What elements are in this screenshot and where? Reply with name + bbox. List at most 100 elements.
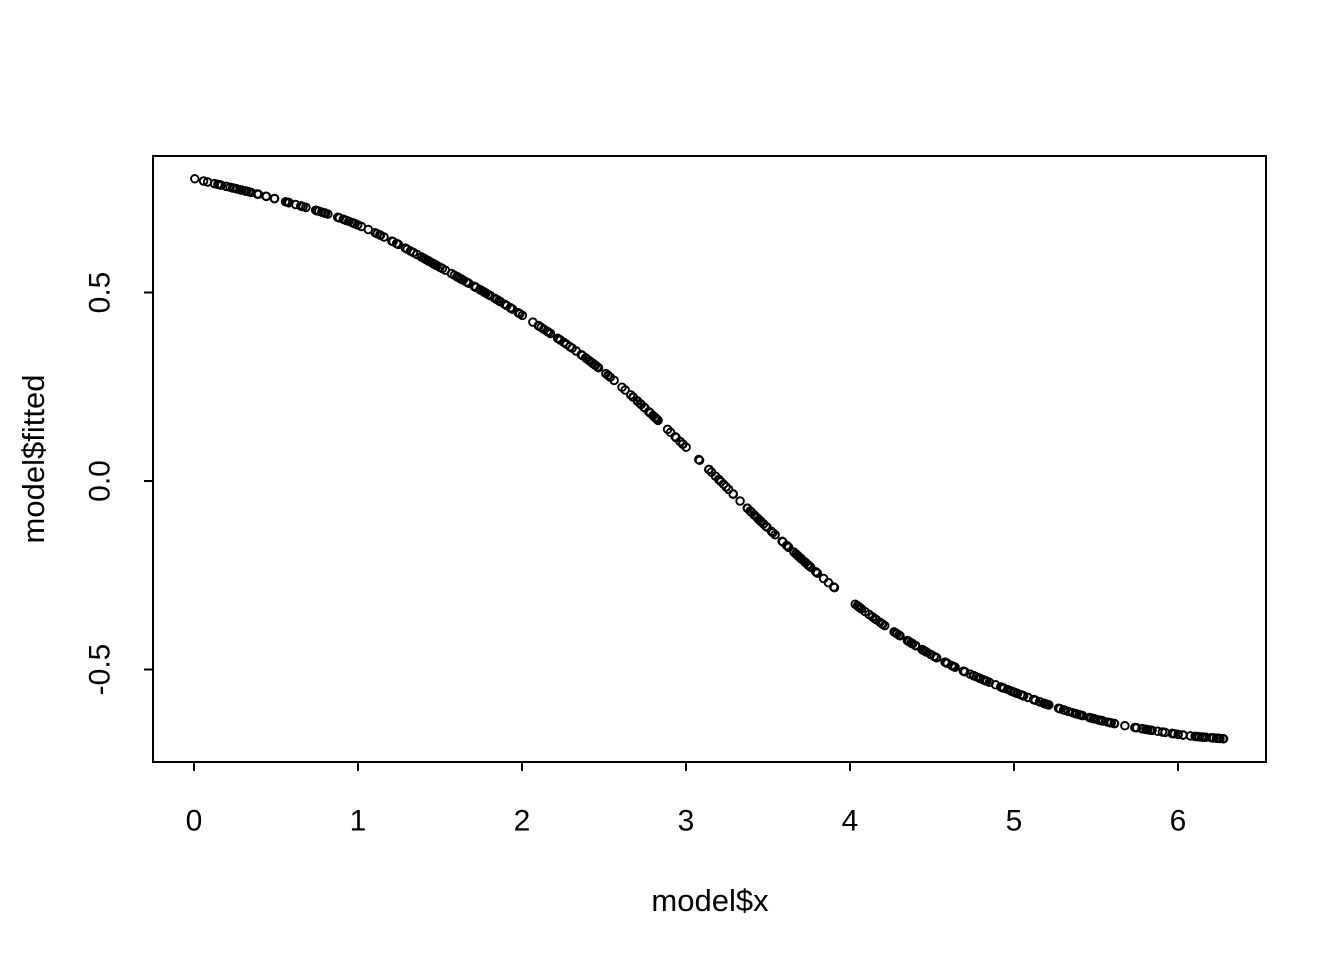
data-point <box>1044 700 1054 710</box>
data-point <box>261 191 271 201</box>
data-point <box>665 427 676 438</box>
data-point <box>421 254 431 265</box>
x-axis-tick-label: 3 <box>678 805 695 838</box>
data-point <box>559 337 569 348</box>
data-point <box>517 310 528 321</box>
data-point <box>393 239 404 250</box>
data-point <box>762 522 772 532</box>
data-point <box>950 662 960 672</box>
data-point <box>984 677 995 688</box>
data-point <box>782 541 793 551</box>
data-point <box>940 657 950 667</box>
data-point <box>338 214 349 225</box>
data-point <box>348 218 359 228</box>
data-point <box>431 260 441 270</box>
data-point <box>1157 727 1168 737</box>
data-point <box>694 454 704 465</box>
data-point <box>319 208 329 218</box>
y-axis-tick-label: 0.5 <box>84 272 117 314</box>
x-axis-tick-label: 4 <box>842 805 859 838</box>
data-point <box>1211 733 1222 743</box>
data-point <box>314 206 324 216</box>
data-point <box>906 638 917 648</box>
data-point <box>1038 698 1049 708</box>
data-point <box>960 667 970 677</box>
data-point <box>829 582 840 593</box>
data-point <box>875 617 885 627</box>
data-point <box>639 402 649 413</box>
data-point <box>716 476 726 487</box>
data-point <box>1120 720 1130 731</box>
data-point <box>571 346 581 356</box>
data-point <box>728 489 739 499</box>
data-point <box>855 603 865 613</box>
x-axis-tick-label: 6 <box>1170 805 1187 838</box>
data-point <box>298 201 308 212</box>
data-point <box>1131 723 1142 733</box>
data-point <box>240 186 250 196</box>
data-point <box>1095 715 1106 726</box>
data-point <box>625 390 636 400</box>
y-axis-tick-label: 0.0 <box>84 460 117 502</box>
data-point <box>999 683 1009 693</box>
plot-box-group <box>152 155 1267 763</box>
data-point <box>1167 728 1178 739</box>
data-point <box>867 612 878 622</box>
data-point <box>282 197 293 207</box>
data-point <box>925 649 936 660</box>
data-point <box>592 362 603 372</box>
data-point <box>400 243 411 253</box>
data-point <box>1055 703 1065 714</box>
data-points-group <box>190 174 1229 744</box>
data-point <box>723 484 734 495</box>
data-point <box>485 290 496 301</box>
data-point <box>1143 724 1153 735</box>
data-point <box>344 216 354 227</box>
x-axis-tick-label: 2 <box>514 805 531 838</box>
data-point <box>235 184 245 195</box>
data-point <box>416 252 427 262</box>
data-point <box>202 177 213 187</box>
data-point <box>805 561 815 572</box>
data-point <box>714 475 724 485</box>
data-point <box>190 174 200 184</box>
plot-box <box>152 155 1267 763</box>
data-point <box>1090 714 1100 724</box>
data-point <box>704 464 714 475</box>
data-point <box>742 503 752 513</box>
data-point <box>1194 732 1205 742</box>
data-point <box>446 268 457 279</box>
x-axis-tick-label: 5 <box>1006 805 1023 838</box>
data-point <box>534 321 544 331</box>
data-point <box>1023 692 1033 703</box>
data-point <box>918 645 928 655</box>
data-point <box>332 212 343 223</box>
data-point <box>892 629 902 639</box>
data-point <box>1012 688 1022 699</box>
data-point <box>495 297 506 307</box>
data-point <box>577 350 588 361</box>
data-point <box>768 527 778 538</box>
data-point <box>799 557 810 567</box>
x-axis-tick-label: 1 <box>350 805 367 838</box>
data-point <box>812 568 823 578</box>
x-axis-tick-label: 0 <box>186 805 203 838</box>
axis-ticks-group <box>144 291 1179 771</box>
data-point <box>735 496 745 506</box>
data-point <box>609 375 619 386</box>
x-axis-title: model$x <box>651 883 769 918</box>
data-point <box>198 176 209 186</box>
data-point <box>1017 690 1028 701</box>
y-axis-tick-label: -0.5 <box>84 644 117 696</box>
data-point <box>584 355 594 366</box>
data-point <box>603 371 614 381</box>
data-point <box>408 247 419 258</box>
data-point <box>1178 730 1188 740</box>
data-point <box>793 551 804 562</box>
data-point <box>1199 732 1210 742</box>
data-point <box>752 513 762 523</box>
data-point <box>543 327 554 338</box>
data-point <box>783 542 794 553</box>
